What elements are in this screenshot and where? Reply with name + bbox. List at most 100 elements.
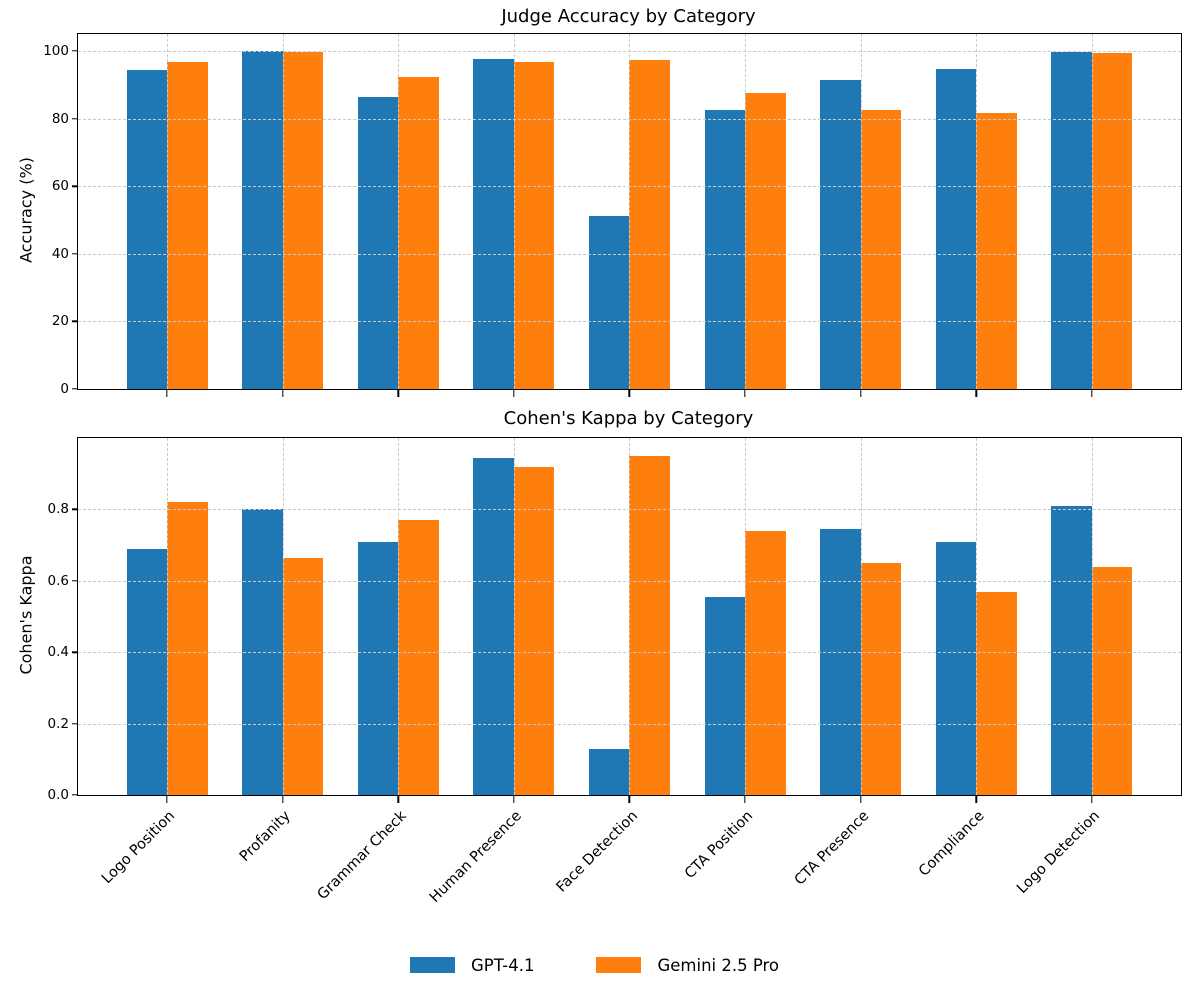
kappa-y-axis-label: Cohen's Kappa bbox=[16, 555, 36, 675]
y-tick-label: 0.0 bbox=[47, 787, 69, 803]
legend-swatch-gpt41 bbox=[409, 957, 455, 973]
y-tick-mark bbox=[72, 50, 77, 52]
x-tick-mark bbox=[859, 796, 862, 803]
bar-gemini25pro bbox=[629, 60, 670, 389]
legend-swatch-gemini25pro bbox=[596, 957, 642, 973]
x-tick-label: Logo Position bbox=[99, 808, 179, 888]
bar-gpt41 bbox=[1051, 51, 1092, 389]
bar-gemini25pro bbox=[398, 520, 439, 795]
x-tick-mark bbox=[744, 390, 746, 397]
x-tick-label: Human Presence bbox=[427, 808, 526, 906]
x-tick-mark bbox=[1091, 390, 1093, 397]
bar-gemini25pro bbox=[513, 62, 555, 389]
y-tick-label: 0.2 bbox=[47, 715, 69, 732]
bar-gemini25pro bbox=[282, 557, 324, 795]
kappa-chart-title: Cohen's Kappa by Category bbox=[503, 408, 754, 429]
bar-gpt41 bbox=[704, 596, 745, 795]
x-tick-label: Compliance bbox=[915, 808, 988, 880]
v-gridline bbox=[860, 438, 862, 795]
bar-gemini25pro bbox=[167, 502, 208, 795]
legend-label-gpt41: GPT-4.1 bbox=[470, 955, 535, 975]
bar-gpt41 bbox=[357, 541, 399, 795]
bar-gemini25pro bbox=[629, 455, 670, 795]
bar-gpt41 bbox=[473, 58, 514, 389]
bar-gpt41 bbox=[588, 215, 630, 389]
x-tick-mark bbox=[397, 796, 399, 803]
bar-gemini25pro bbox=[282, 51, 324, 389]
x-tick-mark bbox=[628, 796, 631, 803]
y-tick-label: 0.4 bbox=[47, 644, 69, 661]
x-tick-label: Profanity bbox=[237, 808, 294, 865]
x-tick-label: CTA Position bbox=[682, 808, 757, 883]
bar-gpt41 bbox=[473, 457, 514, 795]
v-gridline bbox=[398, 438, 400, 795]
bar-gpt41 bbox=[242, 50, 283, 389]
bar-gemini25pro bbox=[1091, 566, 1133, 795]
x-tick-mark bbox=[859, 390, 862, 397]
x-tick-mark bbox=[513, 390, 515, 397]
y-tick-label: 60 bbox=[51, 178, 69, 195]
y-tick-label: 100 bbox=[43, 42, 69, 59]
x-tick-label: Grammar Check bbox=[314, 808, 410, 904]
v-gridline bbox=[282, 34, 284, 389]
bar-gpt41 bbox=[1051, 505, 1092, 795]
v-gridline bbox=[167, 34, 168, 389]
y-tick-mark bbox=[72, 320, 77, 323]
x-tick-mark bbox=[975, 796, 977, 803]
v-gridline bbox=[976, 438, 978, 795]
y-tick-label: 40 bbox=[51, 245, 69, 262]
v-gridline bbox=[1091, 438, 1093, 795]
y-tick-mark bbox=[72, 388, 77, 390]
kappa-plot-area: 0.0 0.2 0.4 0.6 0.8 Logo Position Profanity Gra… bbox=[48, 437, 1182, 906]
v-gridline bbox=[398, 34, 400, 389]
bar-gemini25pro bbox=[860, 110, 902, 389]
bar-gpt41 bbox=[820, 79, 861, 389]
bar-gemini25pro bbox=[745, 92, 786, 389]
v-gridline bbox=[745, 438, 746, 795]
y-tick-label: 80 bbox=[51, 110, 69, 127]
x-tick-label: CTA Presence bbox=[791, 808, 872, 889]
v-gridline bbox=[976, 34, 978, 389]
x-tick-mark bbox=[513, 796, 515, 803]
y-tick-mark bbox=[72, 253, 77, 255]
bar-gemini25pro bbox=[513, 466, 555, 795]
v-gridline bbox=[513, 34, 515, 389]
y-tick-label: 0.8 bbox=[47, 501, 69, 518]
y-tick-label: 0 bbox=[60, 381, 69, 397]
x-tick-label: Logo Detection bbox=[1014, 808, 1104, 897]
accuracy-plot-area: 0 20 40 60 80 100 bbox=[43, 33, 1182, 397]
y-tick-mark bbox=[72, 580, 77, 582]
x-tick-mark bbox=[397, 390, 399, 397]
x-tick-label: Face Detection bbox=[553, 808, 641, 896]
bar-gemini25pro bbox=[860, 562, 902, 795]
x-tick-mark bbox=[166, 796, 168, 803]
accuracy-y-axis-label: Accuracy (%) bbox=[16, 157, 36, 263]
x-tick-mark bbox=[1091, 796, 1093, 803]
bar-gpt41 bbox=[935, 69, 977, 389]
bar-gemini25pro bbox=[167, 62, 208, 389]
bar-gpt41 bbox=[126, 69, 167, 389]
y-tick-label: 20 bbox=[51, 313, 69, 330]
bar-gpt41 bbox=[357, 96, 399, 389]
v-gridline bbox=[745, 34, 746, 389]
v-gridline bbox=[1091, 34, 1093, 389]
x-tick-mark bbox=[628, 390, 631, 397]
v-gridline bbox=[282, 438, 284, 795]
x-tick-mark bbox=[281, 796, 284, 803]
bar-gemini25pro bbox=[976, 591, 1017, 795]
y-tick-mark bbox=[72, 794, 77, 796]
bar-gpt41 bbox=[704, 110, 745, 389]
bar-gemini25pro bbox=[1091, 52, 1133, 389]
y-tick-label: 0.6 bbox=[47, 572, 69, 589]
accuracy-chart-title: Judge Accuracy by Category bbox=[501, 6, 756, 27]
v-gridline bbox=[629, 34, 631, 389]
legend-label-gemini25pro: Gemini 2.5 Pro bbox=[657, 955, 780, 975]
bar-gemini25pro bbox=[745, 530, 786, 795]
x-tick-mark bbox=[975, 390, 977, 397]
y-tick-mark bbox=[72, 185, 77, 187]
v-gridline bbox=[167, 438, 168, 795]
legend: GPT-4.1 Gemini 2.5 Pro bbox=[0, 946, 1189, 984]
x-tick-mark bbox=[166, 390, 168, 397]
y-tick-mark bbox=[72, 722, 77, 725]
